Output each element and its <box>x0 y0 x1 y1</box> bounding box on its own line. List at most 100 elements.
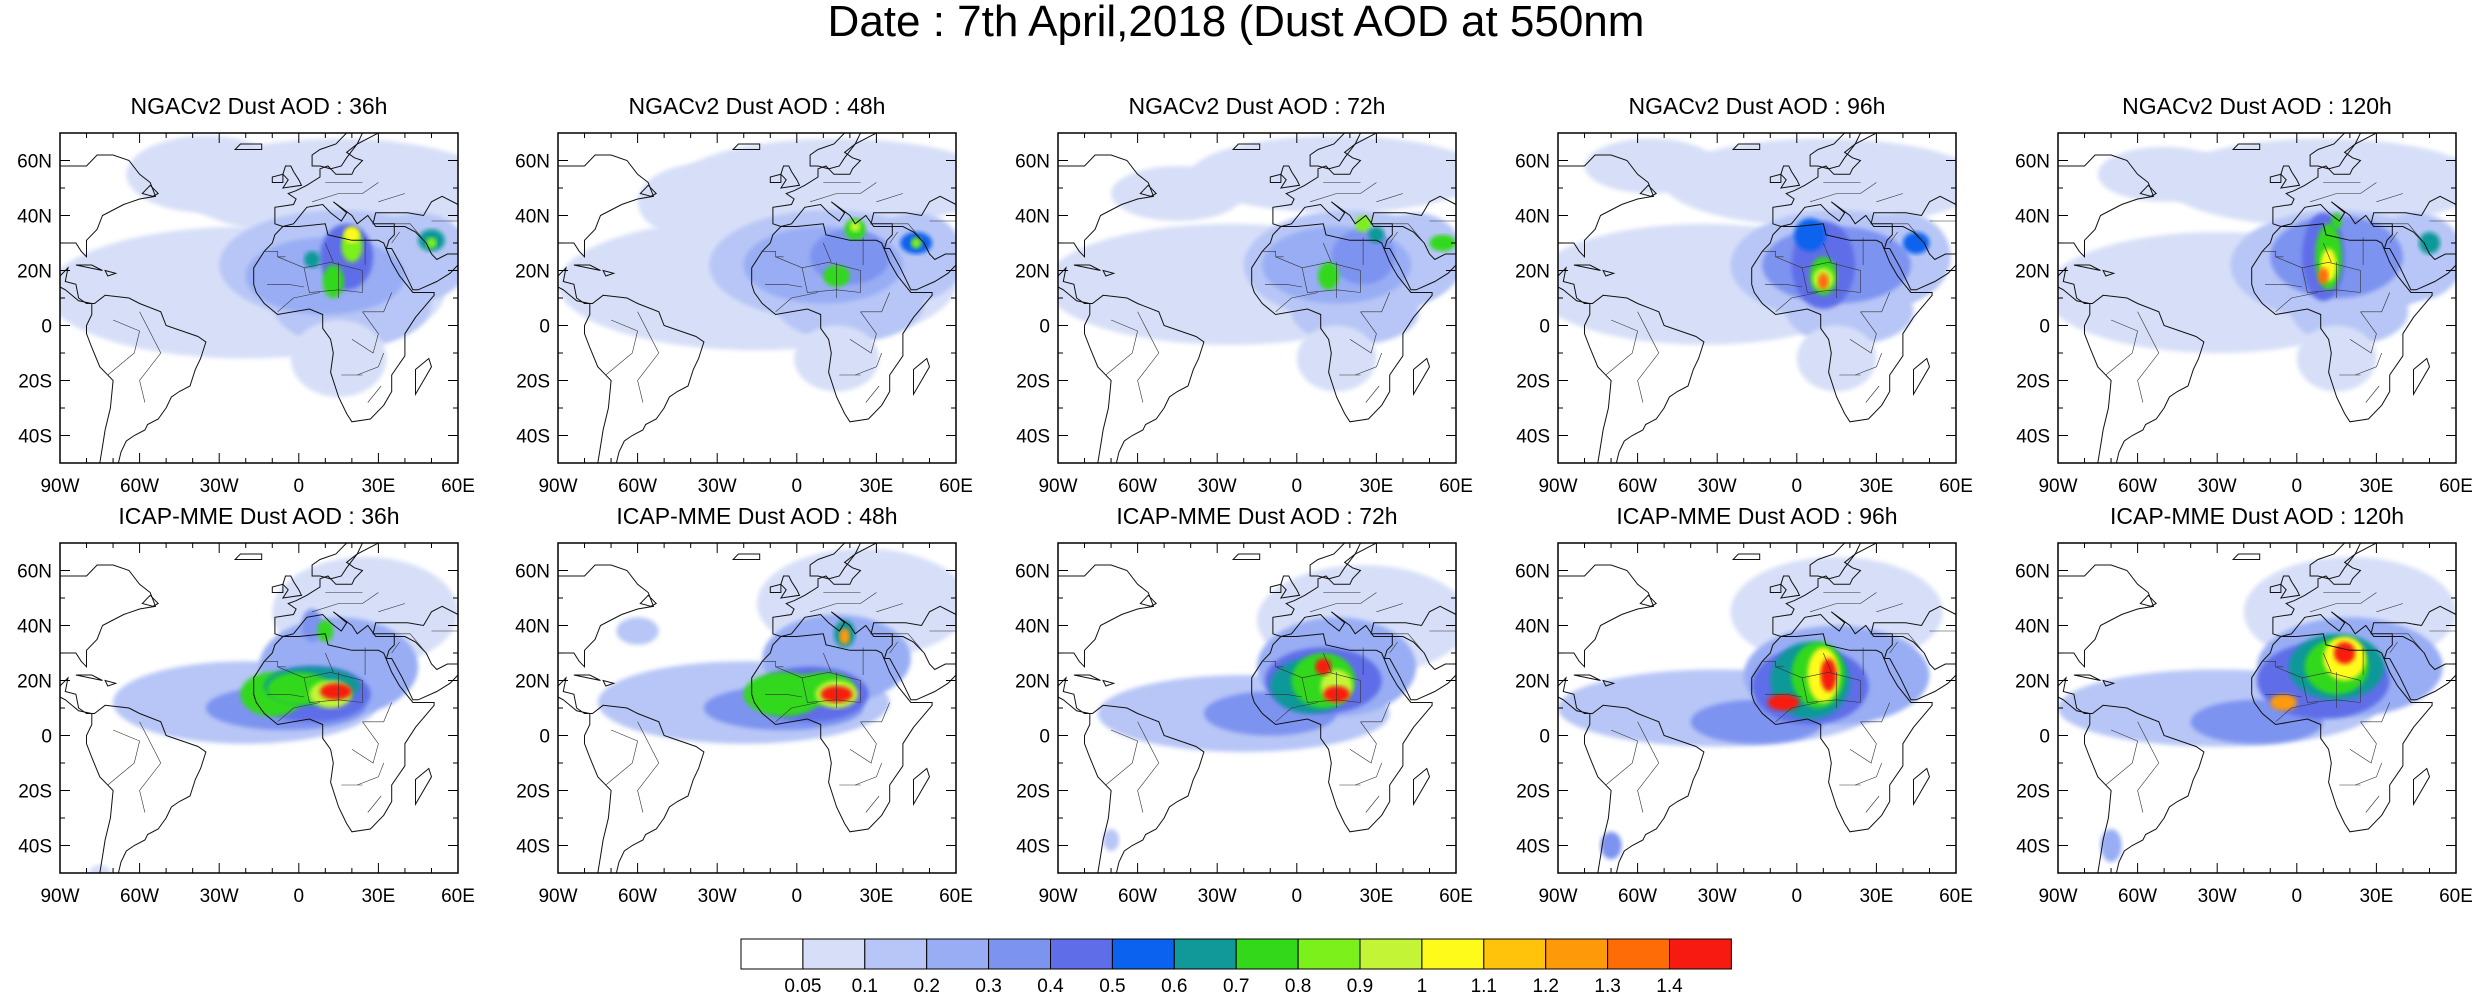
country-border <box>267 284 305 288</box>
coastline <box>2073 674 2101 681</box>
country-border <box>1637 311 1660 403</box>
lon-tick-label: 90W <box>1538 476 1577 497</box>
colorbar-label: 0.1 <box>852 976 878 995</box>
coastline <box>75 674 103 681</box>
lat-tick-label: 60N <box>2015 562 2050 583</box>
lon-tick-label: 0 <box>1292 476 1303 497</box>
coastline <box>779 575 801 599</box>
lon-tick-label: 60W <box>2118 476 2157 497</box>
coastline <box>2269 583 2282 593</box>
coastline <box>60 266 207 463</box>
lat-tick-label: 20S <box>2016 372 2050 393</box>
country-border <box>264 251 286 258</box>
colorbar-swatch <box>1173 938 1237 970</box>
country-border <box>889 231 898 244</box>
lon-tick-label: 60E <box>939 476 973 497</box>
coastline <box>1058 154 1155 259</box>
lat-tick-label: 40S <box>18 837 52 858</box>
coastline <box>311 133 380 170</box>
lat-tick-label: 40S <box>1016 837 1050 858</box>
lon-tick-label: 30W <box>2198 886 2237 907</box>
country-border <box>1762 661 1784 668</box>
aod-contour-region <box>2334 642 2356 664</box>
country-border <box>1892 223 1925 244</box>
lon-tick-label: 90W <box>1538 886 1577 907</box>
lon-tick-label: 60E <box>441 476 475 497</box>
lat-tick-label: 20N <box>17 262 52 283</box>
coastline <box>1269 173 1282 183</box>
colorbar-swatch <box>926 938 990 970</box>
coastline <box>558 564 655 669</box>
country-border <box>277 292 321 313</box>
lon-tick-label: 30W <box>2198 476 2237 497</box>
country-border <box>1762 251 1784 258</box>
country-border <box>2389 231 2398 244</box>
country-border <box>1892 633 1925 654</box>
country-border <box>1275 702 1319 723</box>
country-border <box>1365 795 1380 813</box>
lon-tick-label: 60W <box>120 476 159 497</box>
country-border <box>2323 242 2332 263</box>
lat-tick-label: 20S <box>1516 372 1550 393</box>
lon-tick-label: 30E <box>1359 886 1393 907</box>
country-border <box>1376 603 1403 613</box>
coastline <box>75 264 103 271</box>
coastline <box>1272 543 1456 701</box>
lon-tick-label: 30E <box>859 886 893 907</box>
aod-contour-region <box>89 864 111 873</box>
aod-contour-region <box>1318 262 1340 290</box>
country-border <box>1865 385 1880 403</box>
coastline <box>2058 564 2155 669</box>
country-border <box>1389 231 1398 244</box>
country-border <box>303 267 363 293</box>
country-border <box>303 677 363 703</box>
lat-tick-label: 40N <box>17 617 52 638</box>
lat-tick-label: 40S <box>1016 427 1050 448</box>
lat-tick-label: 20S <box>516 782 550 803</box>
coastline <box>602 269 616 277</box>
aod-contour-region <box>637 163 771 241</box>
panel-title: NGACv2 Dust AOD : 48h <box>628 93 886 119</box>
coastline <box>1413 357 1431 397</box>
lon-tick-label: 30E <box>1859 476 1893 497</box>
lat-tick-label: 60N <box>17 152 52 173</box>
aod-contour-region <box>849 221 861 232</box>
map-plot: 90W 60W 30W 0 30E 60E 60N 40N 20N 0 20S 40S <box>17 132 475 497</box>
colorbar-label: 0.9 <box>1347 976 1373 995</box>
country-border <box>1801 267 1861 293</box>
country-border <box>1860 292 1890 313</box>
panel-title: ICAP-MME Dust AOD : 120h <box>2110 503 2404 529</box>
lon-tick-label: 60E <box>1439 476 1473 497</box>
country-border <box>849 311 877 354</box>
country-border <box>1275 256 1361 293</box>
country-border <box>2392 633 2425 654</box>
aod-contour-region <box>317 620 334 642</box>
country-border <box>823 242 832 263</box>
country-border <box>2360 292 2390 313</box>
coastline <box>751 223 933 423</box>
colorbar-label: 0.5 <box>1099 976 1125 995</box>
country-border <box>2392 223 2425 244</box>
coastline <box>1639 594 1658 607</box>
coastline <box>772 133 956 291</box>
country-border <box>892 223 925 244</box>
aod-contour-region <box>1296 325 1377 392</box>
country-border <box>2137 721 2160 813</box>
dust-aod-field <box>1058 133 1456 463</box>
aod-contour-region <box>1429 234 1456 252</box>
lat-tick-label: 0 <box>1539 727 1550 748</box>
lon-tick-label: 60E <box>441 886 475 907</box>
coastline <box>1913 767 1931 807</box>
lon-tick-label: 0 <box>1292 886 1303 907</box>
country-border <box>2265 694 2303 698</box>
lon-tick-label: 30E <box>2359 886 2393 907</box>
coastline <box>913 767 931 807</box>
country-border <box>762 251 784 258</box>
aod-contour-region <box>1584 138 1718 194</box>
country-border <box>357 762 384 786</box>
country-border <box>1876 193 1903 203</box>
country-border <box>1860 702 1890 723</box>
country-border <box>1775 256 1861 293</box>
lat-tick-label: 20N <box>1015 262 1050 283</box>
lon-tick-label: 60W <box>120 886 159 907</box>
